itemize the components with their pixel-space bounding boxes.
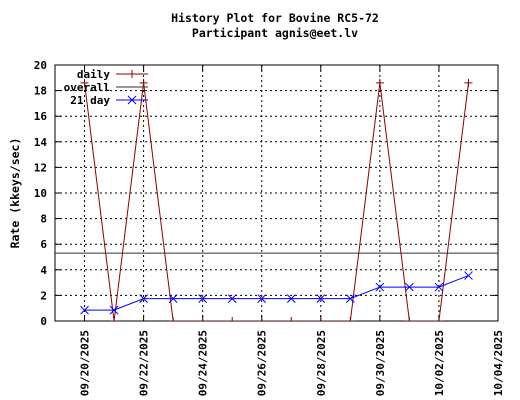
series-21-day-point [464, 271, 473, 280]
series-daily-point [287, 317, 296, 321]
x-tick-label: 09/24/2025 [197, 330, 210, 396]
series-daily-point [169, 317, 178, 321]
axes: 0 2 4 6 8 10 12 14 16 18 20 09/20/2025 09/22/2025 09/… [34, 59, 505, 396]
series-daily-point [198, 317, 207, 321]
series-21-day-point [375, 282, 385, 292]
legend-label-21-day: 21 day [70, 94, 110, 107]
series-21-day-point [198, 294, 208, 303]
legend-label-daily: daily [77, 68, 110, 81]
series-21-day-point [434, 282, 444, 292]
series-daily-line [84, 82, 469, 321]
y-tick-label: 18 [34, 85, 47, 98]
gridlines [55, 65, 498, 321]
series-daily-point [80, 78, 89, 87]
x-tick-label: 10/04/2025 [492, 330, 505, 396]
series-21-day-point [345, 294, 355, 303]
series-21-day-point [139, 294, 148, 303]
series-daily-point [375, 78, 384, 87]
y-axis-title: Rate (kkeys/sec) [8, 138, 22, 249]
legend-marker-daily [128, 70, 136, 78]
series-daily-point [346, 317, 355, 321]
y-tick-label: 10 [34, 187, 47, 200]
series-daily-point [139, 78, 148, 87]
series-21-day-point [405, 282, 414, 292]
series-daily-point [464, 78, 473, 87]
series-21-day-point [316, 294, 326, 303]
series-21-day-point [257, 294, 267, 303]
chart-title: History Plot for Bovine RC5-72 [171, 11, 379, 25]
series-21-day-point [80, 305, 89, 315]
y-tick-label: 20 [34, 59, 47, 72]
y-tick-label: 0 [40, 315, 47, 328]
y-tick-label: 4 [40, 264, 47, 277]
series-daily-point [257, 317, 266, 321]
y-tick-label: 6 [40, 238, 47, 251]
series-21-day-point [227, 294, 237, 303]
series-daily-point [405, 317, 414, 321]
series-21-day-point [286, 294, 296, 303]
x-tick-label: 09/26/2025 [256, 330, 269, 396]
x-tick-label: 09/28/2025 [315, 330, 328, 396]
series-daily-point [228, 317, 237, 321]
series-daily-point [434, 317, 443, 321]
y-tick-label: 14 [34, 136, 48, 149]
series-21-day-point [109, 305, 119, 315]
series-lines [55, 78, 498, 321]
legend-marker-21-day [127, 95, 137, 105]
y-tick-label: 16 [34, 110, 48, 123]
y-tick-label: 8 [40, 213, 47, 226]
x-tick-label: 10/02/2025 [433, 330, 446, 396]
chart-subtitle: Participant agnis@eet.lv [192, 26, 358, 40]
series-21-day-point [168, 294, 178, 303]
legend-label-overall: overall [64, 81, 110, 94]
series-daily-point [110, 317, 119, 321]
y-tick-label: 2 [40, 289, 47, 302]
series-21-day-line [84, 275, 469, 311]
y-tick-label: 12 [34, 161, 47, 174]
x-tick-label: 09/20/2025 [79, 330, 92, 396]
x-tick-label: 09/22/2025 [138, 330, 151, 396]
x-tick-label: 09/30/2025 [374, 330, 387, 396]
series-daily-point [316, 317, 325, 321]
